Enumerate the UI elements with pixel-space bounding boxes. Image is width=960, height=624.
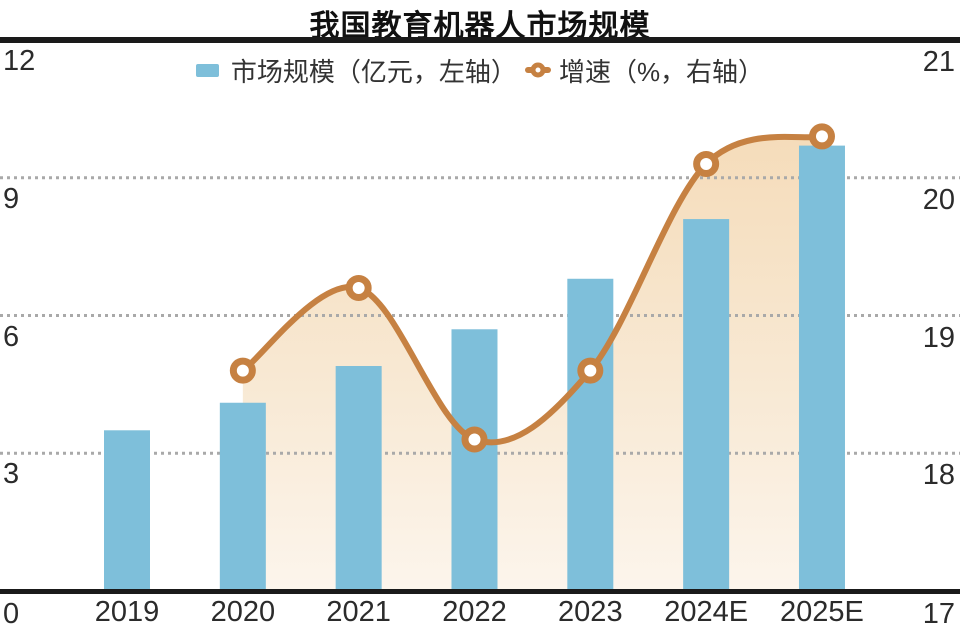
left-axis-tick-12: 12 <box>3 45 36 77</box>
marker-2022 <box>461 426 488 453</box>
x-axis-label-2022: 2022 <box>442 596 507 624</box>
bar-2024E <box>683 219 730 594</box>
left-axis-tick-9: 9 <box>3 182 20 215</box>
legend-item-market-size: 市场规模（亿元，左轴） <box>195 52 517 89</box>
marker-2021 <box>345 274 372 301</box>
bar-2020 <box>219 402 266 594</box>
bar-2025E <box>798 145 845 594</box>
right-axis-tick-21: 21 <box>922 46 955 78</box>
marker-2025E <box>808 123 835 150</box>
line-series-marker-icon <box>524 62 551 78</box>
bar-2019 <box>104 430 150 594</box>
x-axis-label-2025E: 2025E <box>780 596 864 624</box>
bar-2021 <box>335 366 382 594</box>
x-axis-label-2019: 2019 <box>94 596 160 624</box>
x-axis-rule <box>0 589 960 594</box>
top-axis-rule <box>0 37 960 43</box>
right-axis-tick-19: 19 <box>922 321 955 354</box>
marker-2023 <box>577 357 604 384</box>
left-axis-tick-0: 0 <box>3 598 20 624</box>
bar-series-swatch <box>195 63 219 77</box>
right-axis-tick-18: 18 <box>922 459 955 492</box>
legend-item-growth: 增速（%，右轴） <box>524 52 765 89</box>
x-axis-label-2023: 2023 <box>558 596 623 624</box>
right-axis-tick-20: 20 <box>922 183 955 216</box>
right-axis-tick-17: 17 <box>922 598 955 624</box>
marker-2024E <box>693 150 720 177</box>
marker-2020 <box>229 357 256 384</box>
left-axis-tick-6: 6 <box>3 320 20 353</box>
x-axis-label-2021: 2021 <box>326 596 391 624</box>
x-axis-label-2020: 2020 <box>210 596 276 624</box>
legend: 市场规模（亿元，左轴） 增速（%，右轴） <box>0 52 960 88</box>
left-axis-tick-3: 3 <box>3 458 20 491</box>
x-axis-label-2024E: 2024E <box>664 596 749 624</box>
legend-label-market-size: 市场规模（亿元，左轴） <box>230 56 517 87</box>
growth-area-fill <box>242 136 822 592</box>
bar-2023 <box>567 278 614 594</box>
legend-label-growth: 增速（%，右轴） <box>558 56 765 87</box>
bar-2022 <box>451 329 498 594</box>
